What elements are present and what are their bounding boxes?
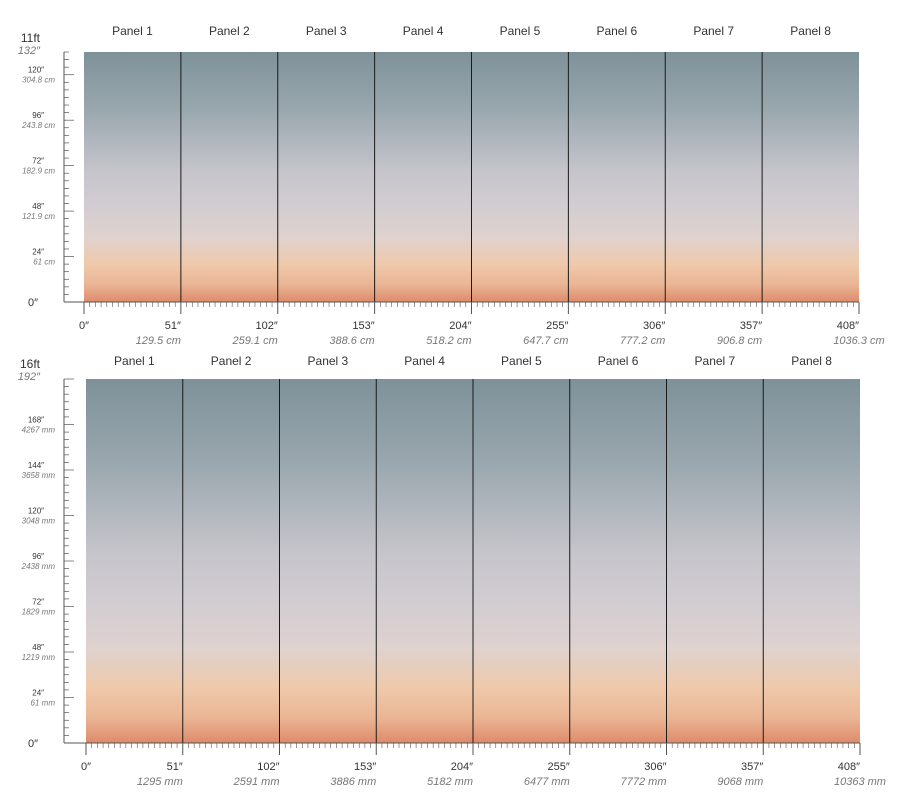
y-tick-metric-label: 61 cm bbox=[33, 258, 55, 267]
y-tick-metric-label: 4267 mm bbox=[22, 426, 56, 435]
x-tick-metric-label: 10363 mm bbox=[834, 776, 886, 788]
panel-label: Panel 6 bbox=[596, 24, 637, 38]
x-tick-metric-label: 259.1 cm bbox=[232, 335, 278, 347]
x-tick-label: 153″ bbox=[354, 761, 376, 773]
y-tick-label: 168″ bbox=[28, 416, 44, 425]
panel-label: Panel 5 bbox=[500, 24, 541, 38]
x-tick-label: 204″ bbox=[451, 761, 473, 773]
x-tick-label: 153″ bbox=[352, 320, 374, 332]
x-tick-metric-label: 5182 mm bbox=[427, 776, 473, 788]
mural-diagram-11ft: Panel 1 Panel 2 Panel 3 Panel 4 Panel 5 Panel… bbox=[0, 0, 900, 350]
x-tick-metric-label: 1036.3 cm bbox=[833, 335, 884, 347]
y-tick-label: 144″ bbox=[28, 461, 44, 470]
x-tick-label: 408″ bbox=[838, 761, 860, 773]
y-tick-label: 72″ bbox=[32, 598, 44, 607]
panel-label: Panel 2 bbox=[211, 354, 252, 368]
y-tick-label: 48″ bbox=[32, 643, 44, 652]
mural-diagram-16ft: Panel 1 Panel 2 Panel 3 Panel 4 Panel 5 Panel… bbox=[0, 350, 900, 796]
x-tick-label: 306″ bbox=[644, 761, 666, 773]
y-tick-metric-label: 1219 mm bbox=[22, 653, 56, 662]
y-tick-label: 24″ bbox=[32, 248, 44, 257]
x-tick-label: 51″ bbox=[167, 761, 183, 773]
x-tick-metric-label: 2591 mm bbox=[233, 776, 280, 788]
x-tick-label: 255″ bbox=[548, 761, 570, 773]
x-tick-metric-label: 6477 mm bbox=[524, 776, 570, 788]
top-height-label: 192″ bbox=[18, 371, 41, 383]
x-tick-label: 102″ bbox=[256, 320, 278, 332]
x-tick-metric-label: 647.7 cm bbox=[523, 335, 568, 347]
x-tick-label: 51″ bbox=[165, 320, 181, 332]
mural-diagram-16ft-svg: Panel 1 Panel 2 Panel 3 Panel 4 Panel 5 Panel… bbox=[18, 354, 886, 788]
y-tick-metric-label: 61 mm bbox=[31, 699, 56, 708]
x-tick-metric-label: 906.8 cm bbox=[717, 335, 762, 347]
panel-label: Panel 8 bbox=[791, 354, 832, 368]
y-tick-label: 72″ bbox=[32, 157, 44, 166]
y-tick-label: 96″ bbox=[32, 552, 44, 561]
panel-label: Panel 6 bbox=[598, 354, 639, 368]
mural-diagram-11ft-svg: Panel 1 Panel 2 Panel 3 Panel 4 Panel 5 Panel… bbox=[18, 24, 885, 347]
y-tick-label: 48″ bbox=[32, 202, 44, 211]
x-tick-metric-label: 1295 mm bbox=[137, 776, 183, 788]
x-tick-label: 0″ bbox=[81, 761, 91, 773]
panel-label: Panel 4 bbox=[403, 24, 444, 38]
panel-label: Panel 1 bbox=[114, 354, 155, 368]
wall-height-label: 16ft bbox=[20, 357, 41, 371]
panel-label: Panel 1 bbox=[112, 24, 153, 38]
y-tick-metric-label: 182.9 cm bbox=[22, 167, 55, 176]
x-tick-metric-label: 518.2 cm bbox=[426, 335, 471, 347]
y-tick-metric-label: 243.8 cm bbox=[21, 121, 55, 130]
panel-label: Panel 3 bbox=[308, 354, 349, 368]
panel-label: Panel 3 bbox=[306, 24, 347, 38]
y-tick-label: 120″ bbox=[28, 66, 44, 75]
y-tick-metric-label: 304.8 cm bbox=[22, 76, 55, 85]
y-tick-metric-label: 3048 mm bbox=[22, 517, 56, 526]
y-tick-metric-label: 2438 mm bbox=[21, 562, 56, 571]
x-tick-label: 102″ bbox=[257, 761, 279, 773]
wall-height-label: 11ft bbox=[21, 31, 41, 45]
x-tick-label: 204″ bbox=[449, 320, 471, 332]
y-tick-label: 24″ bbox=[32, 689, 44, 698]
x-tick-metric-label: 388.6 cm bbox=[329, 335, 374, 347]
y-tick-label: 96″ bbox=[32, 111, 44, 120]
x-tick-label: 306″ bbox=[643, 320, 665, 332]
top-height-label: 132″ bbox=[18, 45, 41, 57]
x-tick-label: 255″ bbox=[546, 320, 568, 332]
panel-label: Panel 4 bbox=[404, 354, 445, 368]
panel-label: Panel 8 bbox=[790, 24, 831, 38]
x-tick-metric-label: 129.5 cm bbox=[136, 335, 181, 347]
x-tick-label: 357″ bbox=[741, 761, 763, 773]
panel-label: Panel 7 bbox=[695, 354, 736, 368]
x-tick-label: 357″ bbox=[740, 320, 762, 332]
x-tick-metric-label: 9068 mm bbox=[717, 776, 763, 788]
x-tick-metric-label: 7772 mm bbox=[621, 776, 667, 788]
panel-label: Panel 5 bbox=[501, 354, 542, 368]
x-tick-label: 0″ bbox=[79, 320, 89, 332]
x-tick-label: 408″ bbox=[837, 320, 859, 332]
y-tick-metric-label: 121.9 cm bbox=[22, 212, 55, 221]
x-tick-metric-label: 3886 mm bbox=[330, 776, 376, 788]
panel-label: Panel 2 bbox=[209, 24, 250, 38]
y-tick-label: 120″ bbox=[28, 507, 44, 516]
x-tick-metric-label: 777.2 cm bbox=[620, 335, 665, 347]
panel-label: Panel 7 bbox=[693, 24, 734, 38]
y-tick-metric-label: 3658 mm bbox=[22, 471, 56, 480]
origin-y-label: 0″ bbox=[28, 297, 38, 309]
y-tick-metric-label: 1829 mm bbox=[22, 608, 56, 617]
origin-y-label: 0″ bbox=[28, 738, 38, 750]
